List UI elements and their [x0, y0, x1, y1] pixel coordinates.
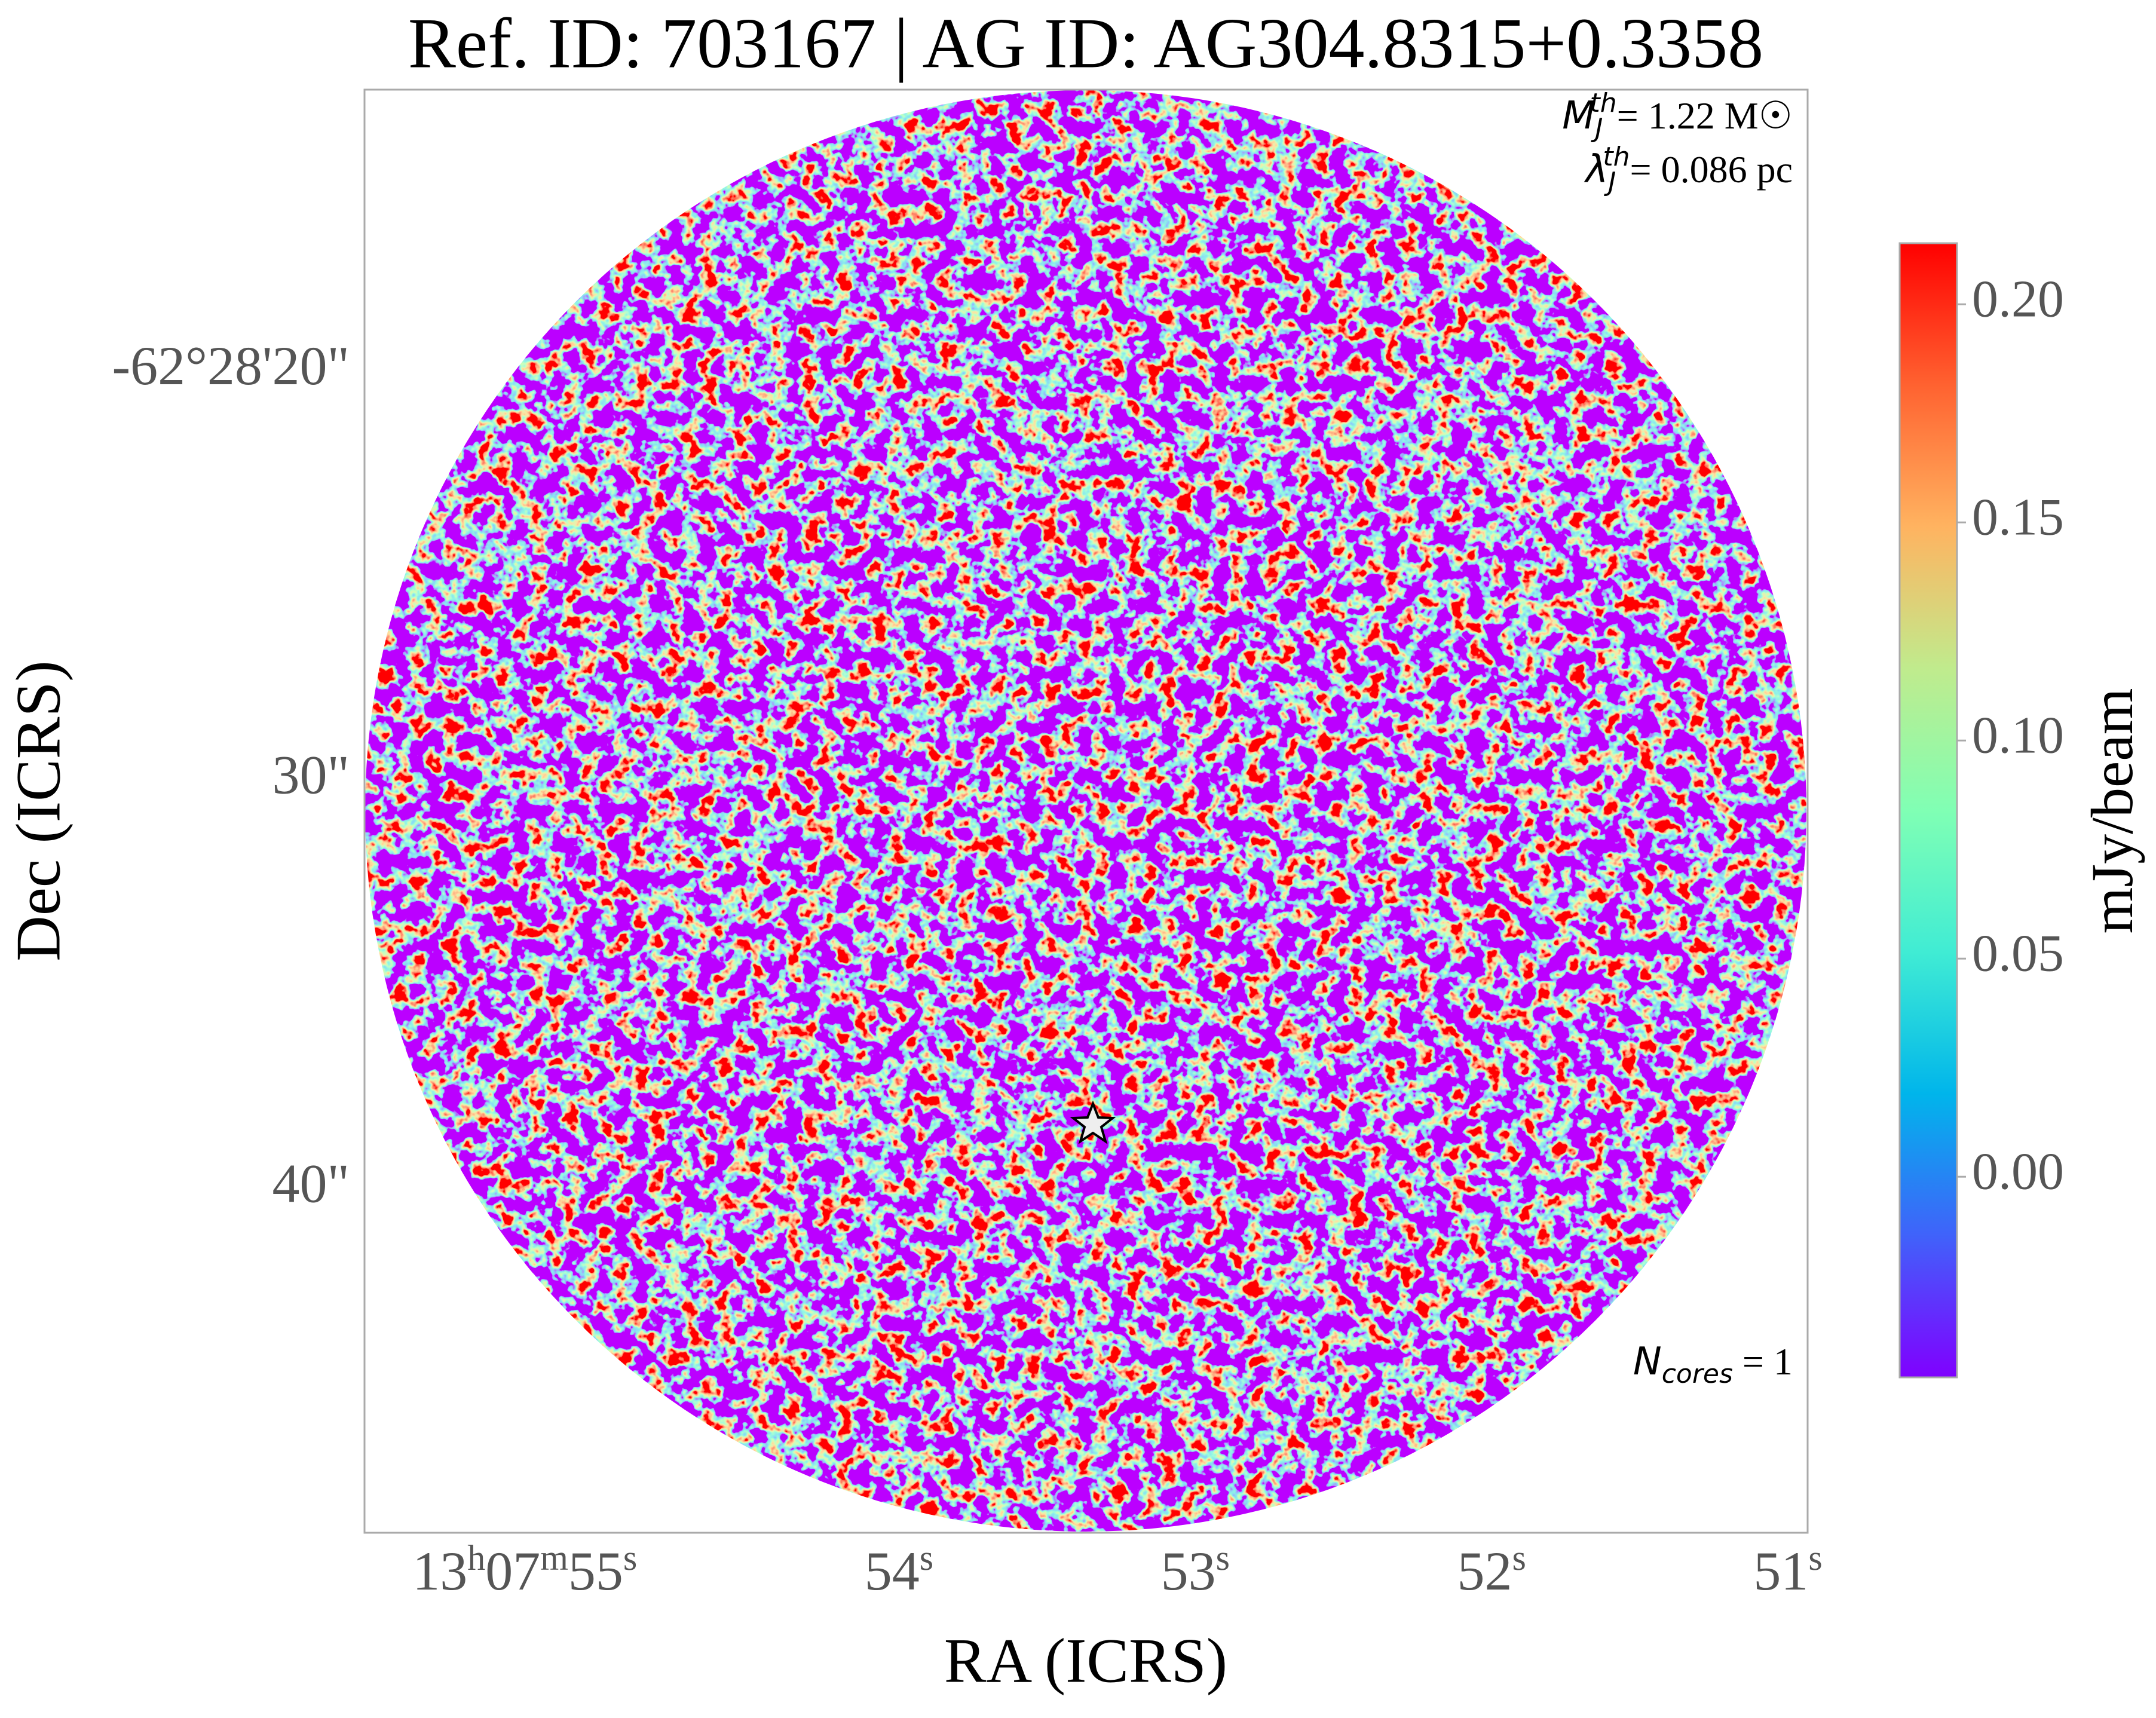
- chart-title: Ref. ID: 703167 | AG ID: AG304.8315+0.33…: [408, 4, 1763, 83]
- annotation-sup: th: [1590, 88, 1616, 118]
- axes-frame: [363, 88, 1809, 1534]
- x-tick-label: 53s: [1161, 1538, 1230, 1601]
- annotation-sub: cores: [1662, 1359, 1733, 1389]
- y-tick-label: 30": [272, 744, 350, 805]
- colorbar-tick-label: 0.05: [1972, 924, 2064, 982]
- annotation-text: = 0.086 pc: [1630, 148, 1793, 191]
- annotation: λJth= 0.086 pc: [1584, 142, 1793, 197]
- core-marker: [1070, 1100, 1116, 1144]
- annotation: Ncores = 1: [1633, 1340, 1793, 1389]
- y-axis-label: Dec (ICRS): [3, 660, 73, 961]
- annotation-sup: th: [1603, 142, 1630, 172]
- x-axis-label: RA (ICRS): [944, 1625, 1227, 1695]
- colorbar-label: mJy/beam: [2079, 688, 2145, 933]
- colorbar-tick-label: 0.10: [1972, 706, 2064, 764]
- y-tick-label: -62°28'20": [112, 335, 350, 396]
- x-tick-label: 54s: [865, 1538, 933, 1601]
- annotation: MJth= 1.22 M☉: [1562, 88, 1793, 143]
- x-tick-label: 13h07m55s: [412, 1538, 637, 1601]
- colorbar-tick-label: 0.15: [1972, 488, 2064, 546]
- y-tick-label: 40": [272, 1153, 350, 1214]
- annotation-symbol: N: [1633, 1340, 1662, 1384]
- annotation-symbol: M: [1562, 94, 1595, 138]
- annotation-text: = 1.22 M☉: [1617, 94, 1793, 137]
- colorbar: [1898, 242, 1958, 1379]
- x-tick-label: 52s: [1457, 1538, 1526, 1601]
- annotation-symbol: λ: [1584, 148, 1609, 192]
- annotation-text: = 1: [1733, 1340, 1793, 1383]
- x-tick-label: 51s: [1753, 1538, 1822, 1601]
- emission-map: [365, 90, 1806, 1532]
- colorbar-tick-label: 0.20: [1972, 270, 2064, 328]
- image-map: [365, 90, 1806, 1532]
- colorbar-tick-label: 0.00: [1972, 1143, 2064, 1201]
